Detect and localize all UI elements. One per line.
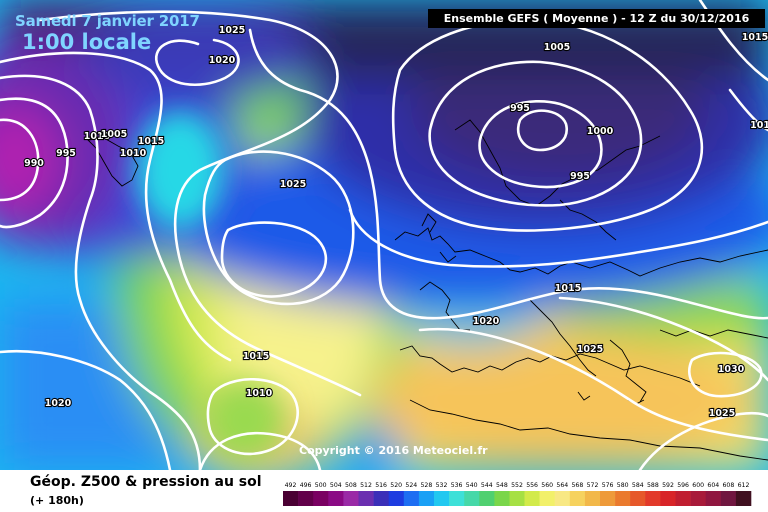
legend-swatch [524, 491, 540, 506]
isobar-label: 1015 [243, 351, 269, 362]
isobar-label: 1015 [742, 32, 768, 43]
isobar-label: 1030 [718, 364, 745, 375]
legend-tick-label: 596 [677, 482, 689, 489]
isobar-label: 1010 [120, 148, 147, 159]
legend-tick-label: 508 [345, 482, 357, 489]
legend-swatch [645, 491, 661, 506]
legend-tick-label: 532 [436, 482, 448, 489]
legend-swatch [313, 491, 329, 506]
color-scale-legend: 492 496 500 504 508 512 516 520 524 528 532 536 540 5… [283, 482, 752, 506]
coastlines [87, 119, 768, 461]
legend-tick-label: 544 [481, 482, 493, 489]
legend-swatch [509, 491, 525, 506]
legend-tick-label: 600 [692, 482, 704, 489]
legend-swatch [298, 491, 314, 506]
isobar-label: 101 [750, 120, 768, 131]
copyright-text: Copyright © 2016 Meteociel.fr [299, 444, 488, 457]
legend-swatch [328, 491, 344, 506]
legend-tick-label: 564 [556, 482, 568, 489]
isobar-label: 1025 [709, 408, 735, 419]
legend-swatch [539, 491, 555, 506]
legend-tick-label: 548 [496, 482, 508, 489]
legend-tick-label: 584 [632, 482, 644, 489]
legend-swatch [403, 491, 420, 506]
legend-tick-label: 504 [330, 482, 342, 489]
legend-swatch [630, 491, 646, 506]
legend-swatch [720, 491, 737, 506]
legend-tick-label: 592 [662, 482, 674, 489]
legend-tick-label: 580 [617, 482, 629, 489]
legend-tick-label: 512 [360, 482, 372, 489]
legend-swatch [554, 491, 571, 506]
legend-tick-label: 496 [300, 482, 312, 489]
legend-tick-label: 572 [587, 482, 599, 489]
legend-tick-label: 608 [722, 482, 734, 489]
legend-swatch [494, 491, 510, 506]
legend-tick-label: 516 [375, 482, 387, 489]
legend-tick-label: 536 [451, 482, 463, 489]
legend-swatch [283, 491, 299, 506]
legend-tick-label: 492 [285, 482, 297, 489]
isobar-label: 1015 [555, 283, 581, 294]
legend-tick-label: 500 [315, 482, 327, 489]
legend-tick-label: 552 [511, 482, 523, 489]
isobar-label: 1015 [138, 136, 164, 147]
isobar-label: 990 [24, 158, 44, 169]
legend-swatch [388, 491, 405, 506]
legend-swatch [705, 491, 722, 506]
legend-swatch [675, 491, 691, 506]
legend-tick-label: 576 [602, 482, 614, 489]
legend-swatch [690, 491, 706, 506]
parameter-title: Géop. Z500 & pression au sol [30, 474, 262, 490]
isobar-label: 1005 [101, 129, 127, 140]
legend-tick-label: 604 [707, 482, 719, 489]
isobar-label: 1025 [219, 25, 245, 36]
legend-swatch [569, 491, 586, 506]
legend-swatch [343, 491, 359, 506]
legend-swatch [464, 491, 480, 506]
isobar-label: 1025 [577, 344, 603, 355]
forecast-date: Samedi 7 janvier 2017 [15, 12, 200, 30]
legend-swatch [479, 491, 495, 506]
legend-tick-label: 588 [647, 482, 659, 489]
isobar-label: 1025 [280, 179, 306, 190]
legend-swatch [615, 491, 631, 506]
legend-swatch [584, 491, 601, 506]
legend-tick-label: 556 [526, 482, 538, 489]
isobar-label: 995 [570, 171, 590, 182]
isobar-label: 1020 [473, 316, 500, 327]
legend-tick-label: 612 [738, 482, 750, 489]
legend-swatch [373, 491, 389, 506]
model-run-banner: Ensemble GEFS ( Moyenne ) - 12 Z du 30/1… [428, 9, 765, 28]
legend-swatch [600, 491, 616, 506]
geopotential-field [0, 0, 768, 470]
isobar-label: 1005 [544, 42, 570, 53]
legend-tick-label: 524 [405, 482, 417, 489]
legend-tick-label: 540 [466, 482, 478, 489]
legend-swatch [660, 491, 676, 506]
isobar-label: 1020 [209, 55, 236, 66]
isobar-label: 995 [56, 148, 76, 159]
forecast-local-time: 1:00 locale [22, 30, 152, 54]
isobar-label: 1000 [587, 126, 614, 137]
legend-swatch [735, 491, 752, 506]
isobar-label: 1010 [84, 131, 111, 142]
legend-tick-label: 520 [390, 482, 402, 489]
legend-tick-label: 560 [541, 482, 553, 489]
legend-swatch [449, 491, 465, 506]
legend-swatch [418, 491, 435, 506]
isobar-label: 1020 [45, 398, 72, 409]
isobar-label: 1010 [246, 388, 273, 399]
legend-swatch [358, 491, 374, 506]
isobar-labels: 1025 1020 1005 1015 995 1000 995 990 995… [23, 24, 768, 420]
legend-swatch [434, 491, 450, 506]
legend-tick-label: 528 [420, 482, 432, 489]
pressure-map: 1025 1020 1005 1015 995 1000 995 990 995… [0, 0, 768, 470]
legend-tick-label: 568 [571, 482, 583, 489]
isobar-label: 995 [510, 103, 530, 114]
lead-time: (+ 180h) [30, 494, 84, 507]
